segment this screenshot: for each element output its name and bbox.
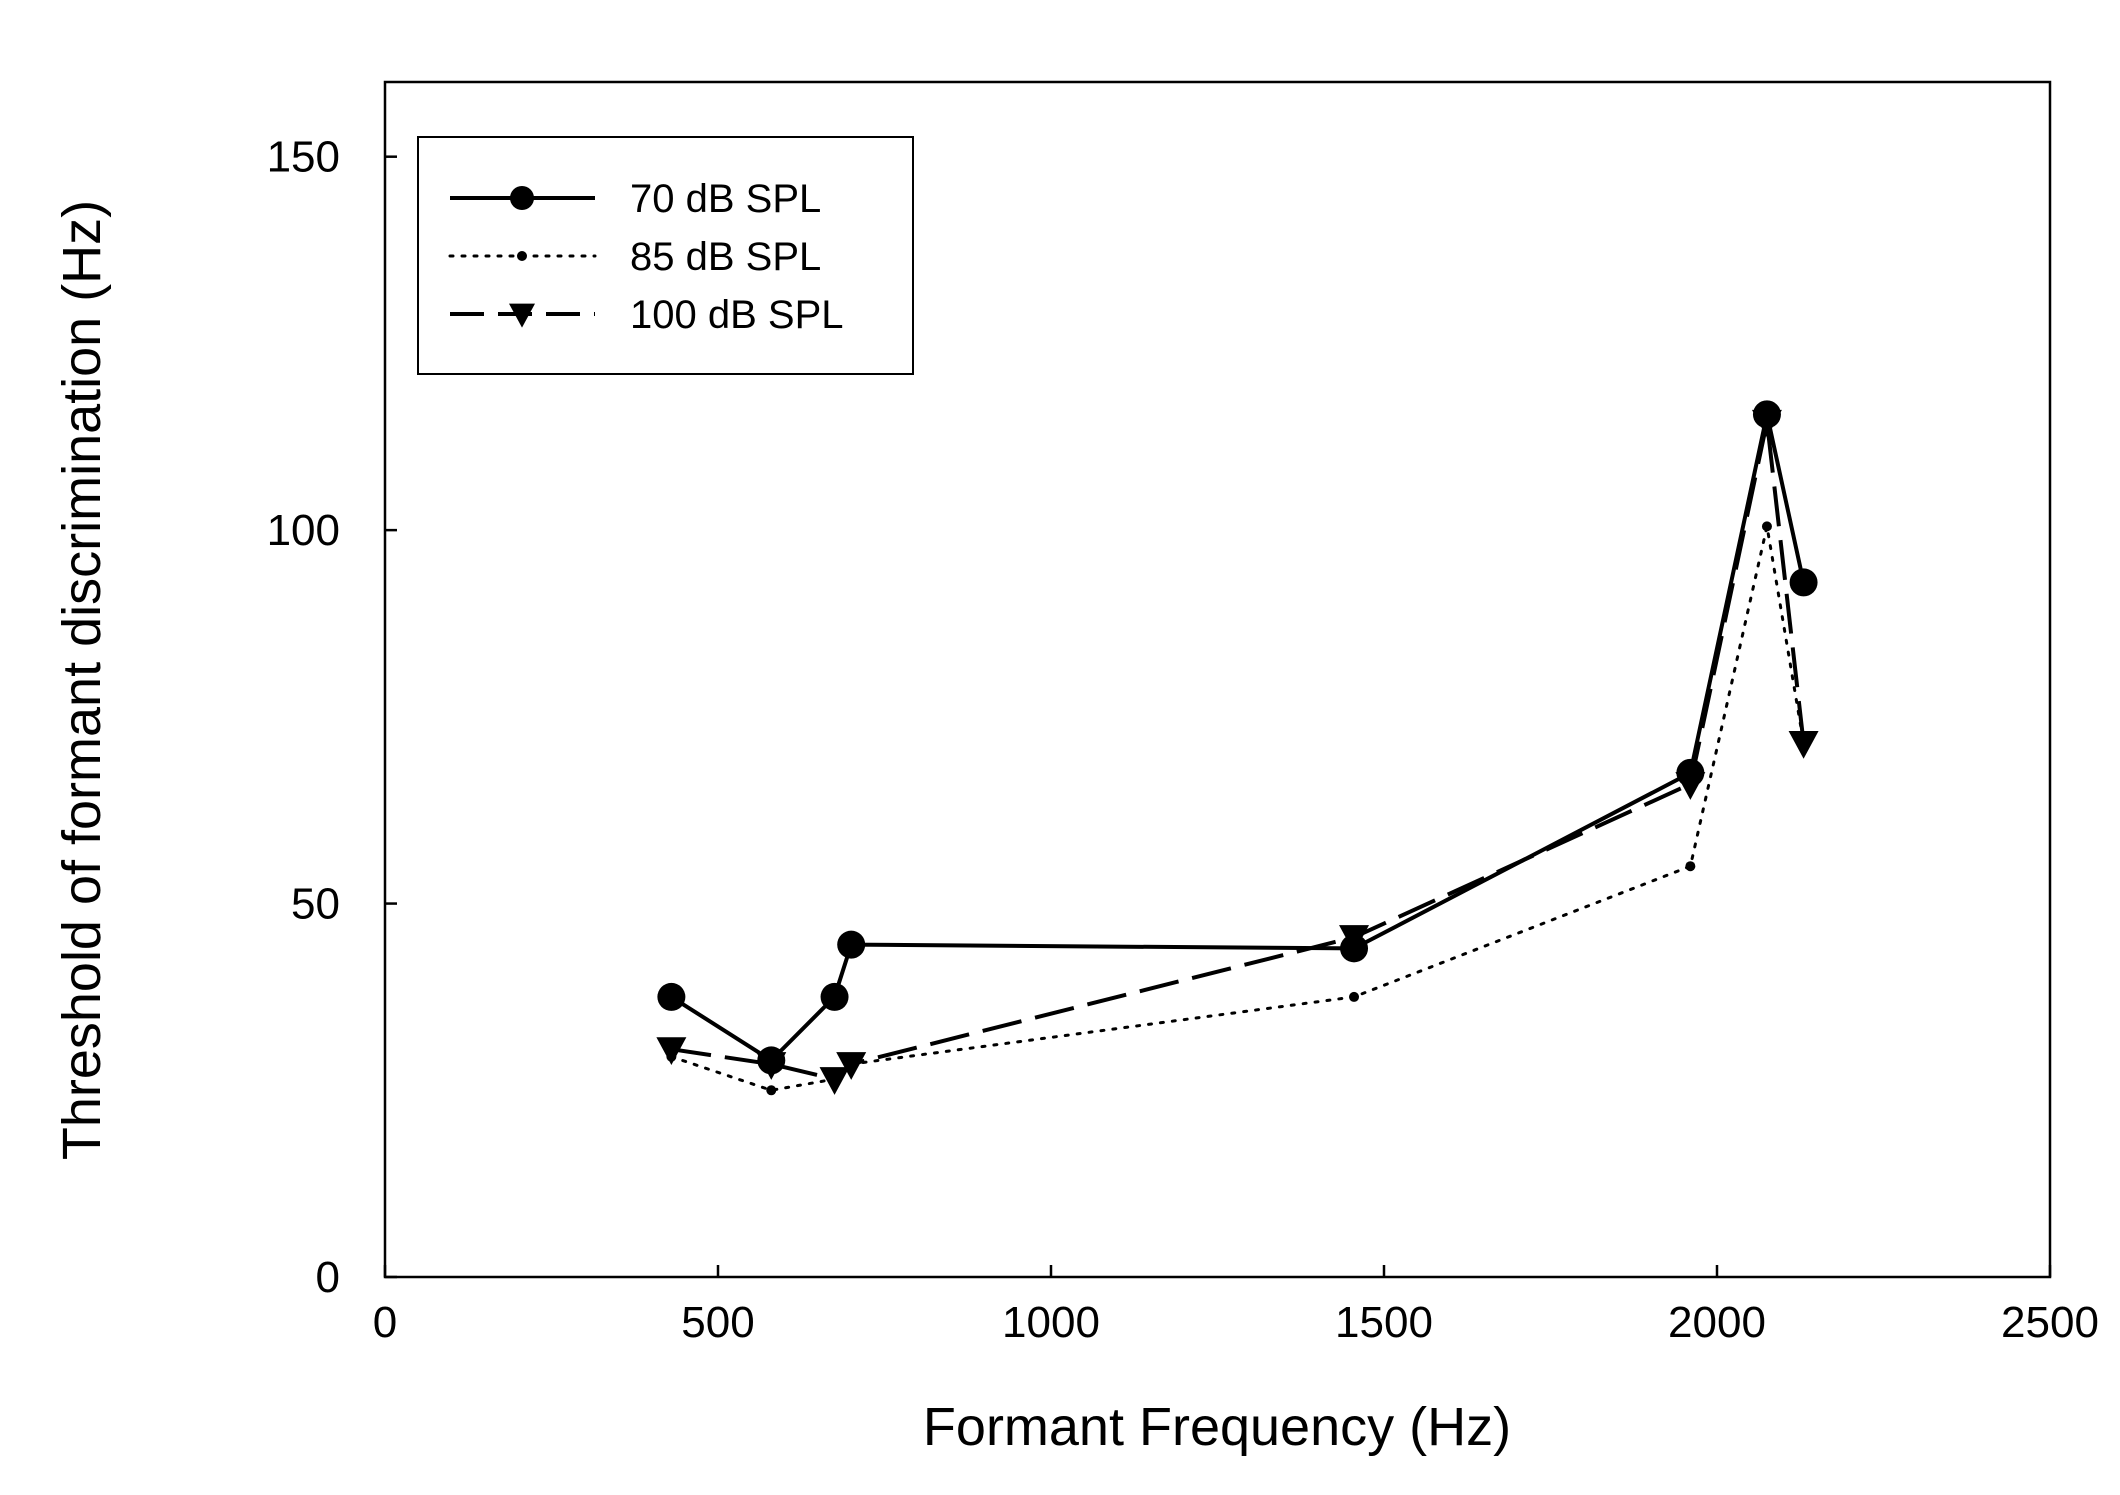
series-70-db-spl xyxy=(657,400,1818,1075)
legend-label-85: 85 dB SPL xyxy=(630,235,821,279)
y-tick-label: 150 xyxy=(267,133,340,182)
data-point xyxy=(1761,521,1772,532)
y-axis-title: Threshold of formant discrimination (Hz) xyxy=(52,200,112,1160)
data-point xyxy=(657,982,686,1011)
data-point xyxy=(1752,400,1781,429)
x-tick-label: 1000 xyxy=(1002,1298,1100,1347)
data-point xyxy=(820,982,849,1011)
x-axis-title: Formant Frequency (Hz) xyxy=(923,1397,1511,1457)
x-axis: 0 500 1000 1500 2000 2500 xyxy=(373,1265,2099,1347)
x-tick-label: 500 xyxy=(681,1298,754,1347)
legend-marker xyxy=(510,186,534,210)
x-tick-label: 2000 xyxy=(1668,1298,1766,1347)
series-layer xyxy=(656,400,1819,1096)
data-point xyxy=(1685,861,1696,872)
data-point xyxy=(1789,568,1818,597)
series-line xyxy=(669,524,1806,1092)
y-tick-label: 50 xyxy=(291,880,340,929)
data-point xyxy=(836,1052,867,1080)
y-tick-label: 100 xyxy=(267,506,340,555)
legend: 70 dB SPL 85 dB SPL 100 dB SPL xyxy=(417,136,914,375)
data-point xyxy=(1349,991,1360,1002)
y-tick-label: 0 xyxy=(316,1253,340,1302)
data-point xyxy=(1788,730,1819,759)
legend-label-100: 100 dB SPL xyxy=(630,293,844,337)
data-point xyxy=(757,1046,786,1075)
x-tick-label: 0 xyxy=(373,1298,397,1347)
legend-marker xyxy=(517,251,527,261)
data-point xyxy=(1340,934,1369,963)
y-axis: 0 50 100 150 xyxy=(267,133,397,1302)
data-point xyxy=(837,930,866,959)
series-line xyxy=(670,412,1806,1063)
data-point xyxy=(656,1037,687,1065)
x-tick-label: 1500 xyxy=(1335,1298,1433,1347)
data-point xyxy=(819,1067,850,1095)
legend-marker xyxy=(509,303,535,328)
data-point xyxy=(766,1085,777,1096)
legend-label-70: 70 dB SPL xyxy=(630,177,821,221)
x-tick-label: 2500 xyxy=(2001,1298,2099,1347)
plot-frame xyxy=(383,80,2052,1279)
data-point xyxy=(1676,758,1705,787)
